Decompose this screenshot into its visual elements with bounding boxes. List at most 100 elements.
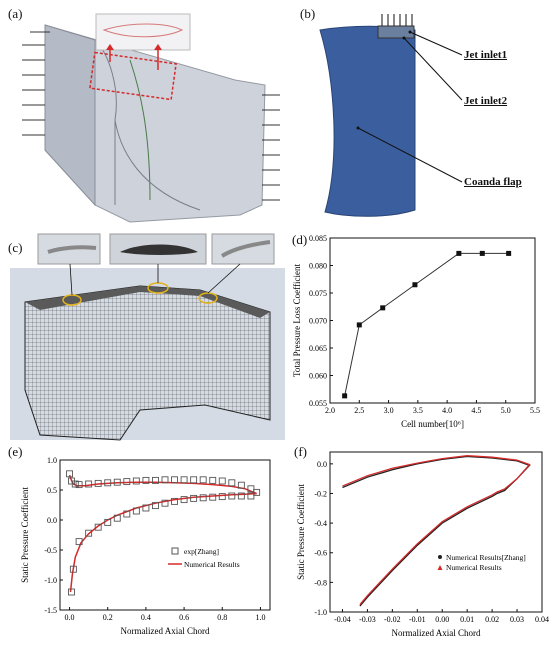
legend-label-numerical: Numerical Results [446,563,502,572]
exp-point [142,476,150,484]
legend-marker-reference [438,555,442,559]
exp-point [69,565,77,573]
x-tick-label: 0.01 [460,615,474,624]
panel-d: (d) 2.0 2.5 3.0 3.5 4.0 4.5 5.0 5.5 0.055 0.060 0.… [290,230,550,442]
chart-e: 0.0 0.2 0.4 0.6 0.8 1.0 1.0 0.5 0.0 -0.5 -1.0 -1.5 N… [20,456,271,636]
panel-f-label: (f) [294,444,307,459]
x-tick-label: 0.03 [510,615,524,624]
y-tick-label: 0.070 [309,317,327,326]
exp-point [123,478,131,486]
exp-point [180,496,188,504]
exp-point [94,523,102,531]
coanda-flap-label: Coanda flap [464,176,522,188]
y-tick-label: -1.0 [314,608,327,617]
exp-point [75,538,83,546]
panel-e: (e) 0.0 0.2 0.4 0.6 0.8 1.0 1.0 0.5 0.0 -0.5 -1.0 -… [0,442,290,647]
exp-point [237,492,245,500]
exp-point [199,476,207,484]
y-tick-label: 1.0 [47,456,57,465]
y-tick-label: 0.065 [309,344,327,353]
exp-point [132,477,140,485]
y-tick-label: -1.5 [44,606,57,615]
jet-inlet2-label: Jet inlet2 [464,95,508,107]
numerical-line-lower [69,492,257,593]
exp-point [104,518,112,526]
x-axis-title: Normalized Axial Chord [121,626,210,636]
x-axis-title: Cell number[10⁶] [401,419,464,429]
data-point [479,250,485,256]
panel-a-label: (a) [8,6,23,21]
panel-a-figure [22,13,280,223]
reference-line [342,455,531,607]
panel-f: (f) -0.04 -0.03 -0.02 -0.01 0.00 0.01 0.02 0.03… [290,442,550,647]
x-tick-label: -0.01 [409,615,426,624]
panel-d-label: (d) [292,232,308,247]
chart-f: -0.04 -0.03 -0.02 -0.01 0.00 0.01 0.02 0.03 0.04… [296,451,549,638]
y-tick-label: -0.6 [314,549,327,558]
exp-point [199,494,207,502]
exp-point [152,476,159,484]
y-tick-label: 0.060 [309,372,327,381]
data-point [506,250,512,256]
x-tick-label: -0.03 [359,615,376,624]
data-point [412,282,418,288]
y-tick-label: -0.2 [314,489,327,498]
legend-marker-numerical [437,565,443,570]
y-tick-label: -0.5 [44,546,57,555]
exp-point [113,478,121,486]
data-point [456,250,462,256]
panel-b: (b) Jet inlet1 Jet inlet2 Coanda flap [290,0,550,230]
exp-point [113,514,121,522]
panel-c-figure [10,233,285,441]
legend-label-reference: Numerical Results[Zhang] [446,553,526,562]
x-axis-title: Normalized Axial Chord [392,628,481,638]
exp-point [247,492,255,500]
x-tick-label: 2.0 [325,406,335,415]
panel-c: (c) [0,230,290,442]
exp-point [171,476,178,484]
x-tick-label: 0.0 [65,613,75,622]
panel-a: (a) [0,0,290,230]
exp-point [253,488,261,496]
plot-frame [329,451,543,613]
exp-point [75,481,83,489]
y-tick-label: 0.080 [309,262,327,271]
exp-point [66,470,73,478]
legend-label-exp: exp[Zhang] [184,547,219,556]
plot-frame [329,237,536,404]
y-axis-title: Static Pressure Coefficient [296,484,306,580]
panel-c-label: (c) [8,240,23,255]
x-tick-label: 0.6 [179,613,189,622]
exp-point [71,480,79,488]
y-tick-label: -1.0 [44,576,57,585]
y-tick-label: -0.8 [314,578,327,587]
x-tick-label: 5.5 [530,406,540,415]
y-tick-label: 0.0 [47,516,57,525]
y-tick-label: 0.085 [309,234,327,243]
legend-label-numerical: Numerical Results [184,560,240,569]
exp-point [190,476,198,484]
exp-point [218,493,226,501]
data-point [380,305,386,311]
y-tick-label: 0.5 [47,486,57,495]
exp-point [190,494,198,502]
exp-point [218,477,226,485]
exp-point [123,510,131,518]
y-axis-title: Static Pressure Coefficient [20,487,30,583]
exp-point [228,492,236,500]
exp-point [68,588,75,596]
x-tick-label: 4.5 [471,406,481,415]
x-tick-label: 4.0 [442,406,452,415]
panel-e-label: (e) [8,444,23,459]
exp-point [85,529,93,537]
exp-point [228,479,236,487]
exp-point [209,493,217,501]
x-tick-label: 3.5 [413,406,423,415]
legend-marker-exp [171,547,179,555]
exp-point [142,504,150,512]
x-tick-label: 0.2 [103,613,113,622]
exp-point [161,476,169,484]
jet-inlet1-label: Jet inlet1 [464,49,508,61]
data-point [342,393,348,399]
x-tick-label: 5.0 [501,406,511,415]
